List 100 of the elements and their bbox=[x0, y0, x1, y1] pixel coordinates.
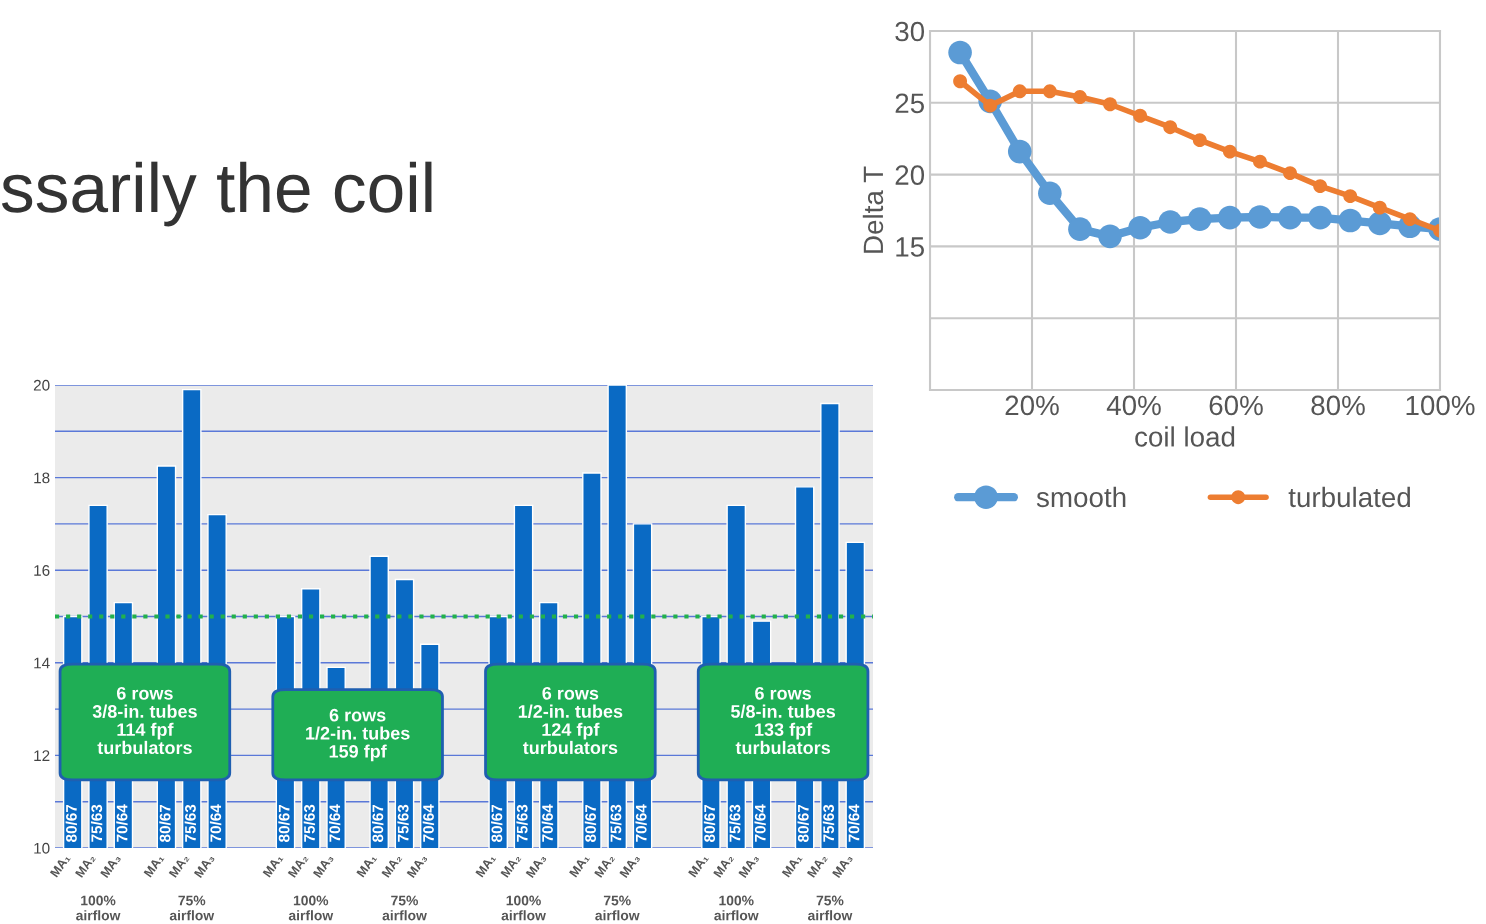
x-tick-label: MA₁ bbox=[143, 853, 165, 878]
point bbox=[1313, 179, 1328, 194]
x-tick-label: MA₂ bbox=[806, 853, 828, 879]
annotation: 75/63 bbox=[303, 804, 316, 842]
point bbox=[1042, 84, 1057, 99]
point bbox=[1098, 224, 1122, 249]
point bbox=[1338, 208, 1363, 233]
point bbox=[1187, 207, 1212, 231]
annotation: 80/67 bbox=[491, 804, 503, 842]
x-tick-label: MA₃ bbox=[832, 853, 854, 879]
annotation: 75/63 bbox=[184, 804, 197, 842]
y-tick-label: 25 bbox=[895, 93, 924, 114]
y-tick-label: 14 bbox=[34, 657, 50, 669]
point bbox=[1278, 205, 1302, 230]
x-tick-label: MA₁ bbox=[262, 853, 284, 878]
point bbox=[948, 40, 972, 65]
annotation: 75/63 bbox=[610, 804, 622, 842]
point bbox=[1163, 120, 1178, 135]
text: 75% airflow bbox=[807, 895, 853, 921]
point bbox=[1372, 200, 1387, 215]
point bbox=[1158, 210, 1183, 234]
text: 100% airflow bbox=[501, 895, 546, 921]
y-tick-label: 12 bbox=[34, 750, 50, 761]
x-tick-label: 80% bbox=[1311, 395, 1365, 416]
point bbox=[953, 74, 968, 89]
annotation: 6 rows 1/2-in. tubes 124 fpf turbulators bbox=[518, 686, 623, 755]
annotation: 6 rows 3/8-in. tubes 114 fpf turbulators bbox=[92, 686, 197, 755]
point bbox=[1068, 217, 1092, 241]
y-axis-title: Delta T bbox=[862, 166, 884, 253]
x-tick-label: MA₂ bbox=[500, 853, 522, 879]
x-tick-label: MA₁ bbox=[475, 853, 497, 878]
point bbox=[1308, 205, 1332, 230]
annotation: 6 rows 1/2-in. tubes 159 fpf bbox=[306, 708, 410, 762]
point bbox=[1012, 84, 1027, 99]
x-tick-label: MA₃ bbox=[312, 853, 334, 879]
annotation: 75/63 bbox=[397, 804, 409, 842]
text: 100% airflow bbox=[76, 895, 121, 921]
text: 100% airflow bbox=[288, 895, 334, 921]
point bbox=[1128, 215, 1152, 240]
annotation: 80/67 bbox=[278, 804, 290, 842]
annotation: 80/67 bbox=[797, 804, 809, 842]
text: 100% airflow bbox=[714, 895, 759, 921]
x-tick-label: MA₂ bbox=[594, 853, 616, 879]
x-tick-label: MA₂ bbox=[75, 853, 96, 879]
x-tick-label: MA₁ bbox=[781, 853, 803, 878]
annotation: 70/64 bbox=[328, 804, 341, 842]
x-tick-label: 60% bbox=[1209, 395, 1263, 416]
legend-label: turbulated bbox=[1288, 486, 1410, 508]
x-tick-label: MA₁ bbox=[356, 853, 378, 878]
point bbox=[1248, 205, 1272, 229]
point bbox=[1133, 108, 1148, 123]
point bbox=[1253, 154, 1267, 169]
text: ssarily the coil bbox=[1, 161, 432, 227]
annotation: 75/63 bbox=[516, 804, 528, 842]
y-tick-label: 15 bbox=[896, 237, 924, 257]
annotation: 70/64 bbox=[541, 804, 554, 842]
annotation: 80/67 bbox=[159, 804, 171, 842]
y-tick-label: 30 bbox=[895, 21, 925, 42]
annotation: 70/64 bbox=[209, 804, 222, 842]
x-tick-label: MA₂ bbox=[168, 853, 190, 879]
annotation: 80/67 bbox=[372, 804, 384, 842]
text: 75% airflow bbox=[169, 895, 215, 921]
x-tick-label: 100% bbox=[1406, 395, 1475, 416]
x-tick-label: MA₃ bbox=[193, 853, 215, 879]
y-tick-label: 16 bbox=[34, 565, 50, 576]
x-tick-label: 20% bbox=[1005, 395, 1059, 416]
annotation: 75/63 bbox=[729, 804, 741, 842]
point bbox=[1368, 211, 1392, 236]
point bbox=[1222, 144, 1237, 159]
annotation: 6 rows 5/8-in. tubes 133 fpf turbulators bbox=[730, 686, 836, 755]
annotation: 70/64 bbox=[635, 804, 647, 842]
point bbox=[1073, 90, 1087, 104]
x-tick-label: MA₂ bbox=[381, 853, 403, 879]
y-tick-label: 10 bbox=[34, 842, 50, 854]
x-tick-label: 40% bbox=[1106, 395, 1161, 416]
x-tick-label: MA₃ bbox=[619, 853, 641, 879]
x-tick-label: MA₁ bbox=[49, 853, 71, 878]
x-tick-label: MA₂ bbox=[713, 853, 735, 879]
point bbox=[1007, 139, 1032, 164]
annotation: 80/67 bbox=[584, 804, 597, 842]
point bbox=[1038, 181, 1062, 206]
annotation: 80/67 bbox=[703, 804, 716, 842]
point bbox=[1218, 205, 1242, 230]
x-tick-label: MA₃ bbox=[406, 853, 428, 879]
x-tick-label: MA₃ bbox=[525, 853, 547, 879]
text: 75% airflow bbox=[382, 895, 427, 921]
annotation: 70/64 bbox=[116, 804, 128, 842]
x-tick-label: MA₃ bbox=[738, 853, 760, 879]
y-tick-label: 18 bbox=[34, 472, 50, 484]
text: 75% airflow bbox=[595, 895, 640, 921]
x-tick-label: MA₃ bbox=[100, 853, 122, 879]
legend-label: smooth bbox=[1036, 486, 1126, 508]
annotation: 80/67 bbox=[65, 804, 77, 842]
y-tick-label: 20 bbox=[33, 379, 50, 391]
point bbox=[1343, 189, 1358, 204]
point bbox=[1283, 166, 1297, 181]
annotation: 70/64 bbox=[754, 804, 766, 842]
x-tick-label: MA₁ bbox=[569, 853, 590, 878]
point bbox=[1103, 97, 1117, 112]
point bbox=[1192, 133, 1207, 148]
